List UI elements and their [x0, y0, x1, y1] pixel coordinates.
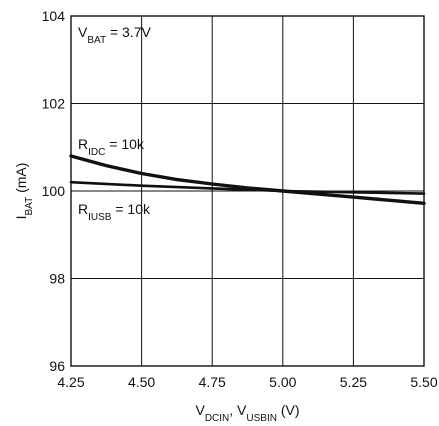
annotation-riusb: RIUSB = 10k [78, 201, 151, 223]
y-tick-label: 98 [49, 271, 65, 287]
y-tick-label: 102 [42, 96, 66, 112]
series-line-1 [69, 154, 426, 206]
annotation-ridc: RIDC = 10k [78, 136, 145, 158]
x-tick-label: 5.50 [410, 374, 437, 390]
annotation-vbat: VBAT = 3.7V [78, 24, 151, 46]
x-tick-label: 4.50 [128, 374, 155, 390]
y-axis-label: IBAT (mA) [13, 163, 35, 220]
x-axis-label: VDCIN, VUSBIN (V) [195, 402, 299, 424]
series-line-2 [69, 180, 426, 195]
x-tick-label: 5.25 [340, 374, 367, 390]
series-layer [69, 154, 426, 206]
x-tick-label: 4.25 [57, 374, 84, 390]
x-tick-label: 4.75 [199, 374, 226, 390]
plot-frame [70, 15, 425, 367]
y-tick-label: 100 [42, 183, 66, 199]
y-tick-label: 104 [42, 8, 66, 24]
x-tick-label: 5.00 [269, 374, 296, 390]
tick-labels: 4.25 4.50 4.75 5.00 5.25 5.50 96 98 100 102 104 [42, 8, 438, 390]
y-tick-label: 96 [49, 358, 65, 374]
